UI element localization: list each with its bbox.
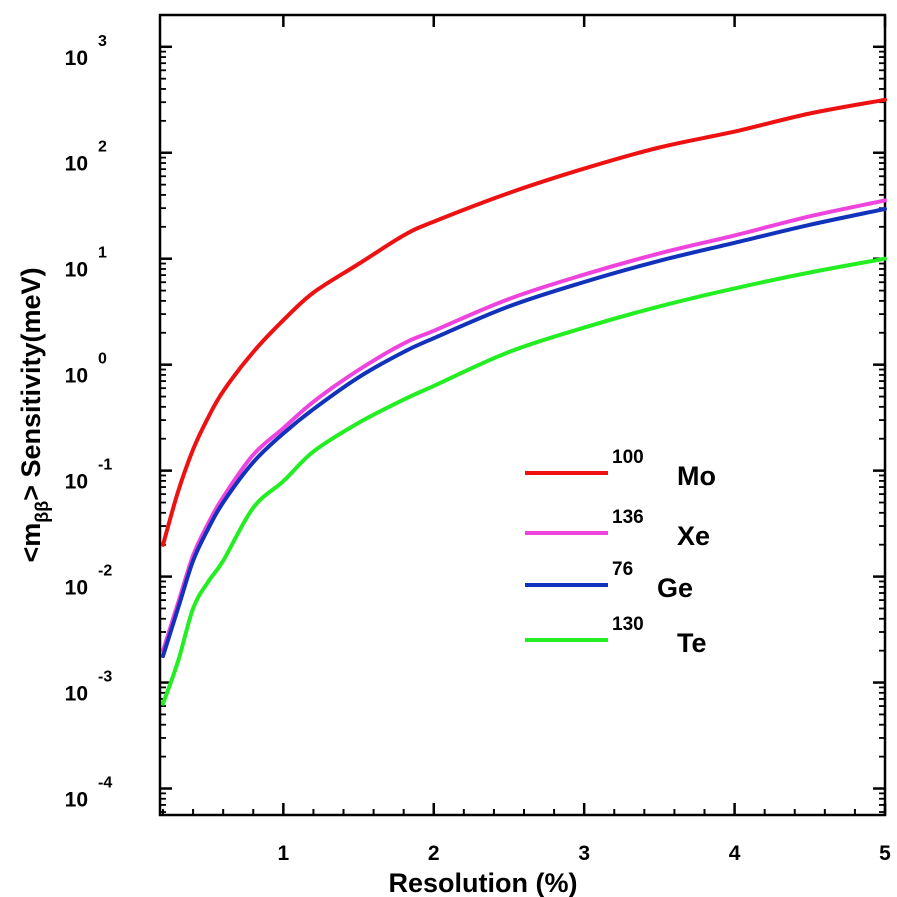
y-tick-base: 10 <box>65 471 88 494</box>
plot-frame <box>158 13 887 817</box>
legend-label-mo: 100 Mo <box>612 447 716 491</box>
legend-element: Mo <box>677 461 716 491</box>
legend-mass: 130 <box>612 614 644 635</box>
y-tick-base: 10 <box>65 683 88 706</box>
y-tick-base: 10 <box>65 47 88 70</box>
y-tick-base: 10 <box>65 153 88 176</box>
y-tick-exponent: -2 <box>98 563 112 580</box>
y-axis-title-subscript: ββ <box>32 501 52 523</box>
y-tick-base: 10 <box>65 259 88 282</box>
x-ticks: 1 2 3 4 5 <box>162 15 891 865</box>
x-axis-title: Resolution (%) <box>389 868 578 897</box>
y-tick-exponent: 3 <box>98 33 107 50</box>
legend-label-xe: 136 Xe <box>612 507 710 551</box>
legend-mass: 100 <box>612 447 644 468</box>
y-tick-label: 10 -2 <box>65 563 113 600</box>
legend-element: Ge <box>657 573 693 603</box>
y-tick-label: 10 0 <box>65 351 107 388</box>
y-tick-base: 10 <box>65 577 88 600</box>
y-tick-label: 10 -4 <box>65 775 113 812</box>
y-tick-label: 10 2 <box>65 139 107 176</box>
legend-label-ge: 76 Ge <box>612 559 693 603</box>
y-axis-title-prefix: <m <box>16 523 46 563</box>
y-tick-exponent: -3 <box>98 669 112 686</box>
legend-element: Xe <box>677 521 710 551</box>
y-tick-exponent: -1 <box>98 457 112 474</box>
legend-label-te: 130 Te <box>612 614 707 658</box>
y-tick-base: 10 <box>65 789 88 812</box>
x-tick-label: 2 <box>428 842 440 865</box>
series-lines <box>161 97 887 706</box>
y-tick-label: 10 -3 <box>65 669 113 706</box>
x-tick-label: 5 <box>879 842 891 865</box>
y-tick-label: 10 3 <box>65 33 107 70</box>
legend: 100 Mo 136 Xe 76 Ge 130 Te <box>525 447 716 658</box>
y-tick-exponent: 1 <box>98 245 107 262</box>
x-tick-label: 1 <box>277 842 289 865</box>
y-tick-label: 10 -1 <box>65 457 113 494</box>
legend-element: Te <box>677 628 707 658</box>
y-tick-label: 10 1 <box>65 245 107 282</box>
y-tick-exponent: -4 <box>98 775 112 792</box>
series-line-xe <box>161 198 887 653</box>
series-line-te <box>161 256 887 706</box>
series-line-mo <box>161 97 887 547</box>
series-line-ge <box>161 206 887 659</box>
y-tick-exponent: 0 <box>98 351 107 368</box>
x-tick-label: 4 <box>729 842 741 865</box>
y-axis-title: <mββ> Sensitivity(meV) <box>16 267 52 562</box>
x-tick-label: 3 <box>578 842 590 865</box>
legend-mass: 76 <box>612 559 633 580</box>
y-tick-exponent: 2 <box>98 139 107 156</box>
y-axis-title-suffix: > Sensitivity(meV) <box>16 267 46 500</box>
y-tick-base: 10 <box>65 365 88 388</box>
legend-mass: 136 <box>612 507 644 528</box>
